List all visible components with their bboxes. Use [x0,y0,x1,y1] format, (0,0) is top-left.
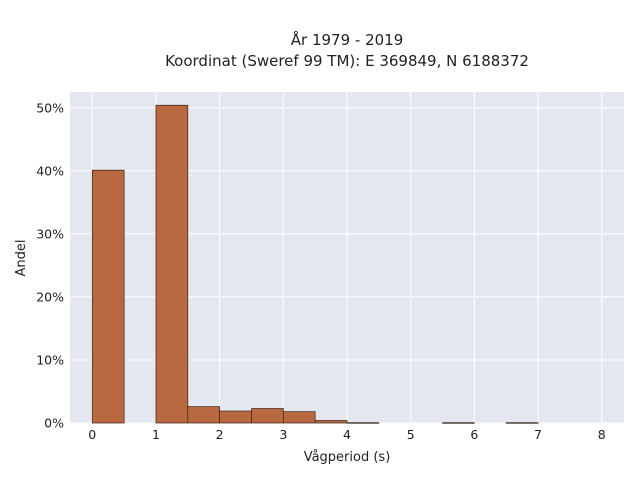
y-tick-label-1: 10% [36,352,64,367]
histogram-bar-4 [251,408,284,424]
x-tick-label-2: 2 [216,427,224,442]
histogram-bar-7 [346,422,380,424]
y-axis-label: Andel [14,240,29,277]
histogram-bar-0 [91,169,125,424]
y-tick-label-3: 30% [36,226,64,241]
bars [91,104,539,424]
y-tick-label-2: 20% [36,289,64,304]
chart-title-line1: År 1979 - 2019 [291,30,404,49]
x-tick-label-6: 6 [470,427,478,442]
chart-title-line2: Koordinat (Sweref 99 TM): E 369849, N 61… [165,52,529,70]
histogram-bar-2 [187,406,220,424]
histogram-bar-3 [219,410,252,424]
histogram-bar-1 [155,104,189,424]
x-tick-label-0: 0 [88,427,96,442]
y-tick-label-4: 40% [36,163,64,178]
x-tick-label-3: 3 [279,427,287,442]
x-tick-label-8: 8 [598,427,606,442]
y-tick-label-0: 0% [44,416,64,431]
histogram-bar-9 [505,422,539,424]
x-tick-label-1: 1 [152,427,160,442]
x-tick-label-4: 4 [343,427,351,442]
histogram-bar-8 [442,422,475,424]
histogram-bar-5 [282,411,316,424]
y-tick-label-5: 50% [36,100,64,115]
x-axis-ticks: 0 1 2 3 4 5 6 7 8 [88,427,605,442]
y-axis-ticks: 0% 10% 20% 30% 40% 50% [36,100,64,430]
histogram-bar-6 [314,420,348,424]
x-tick-label-5: 5 [407,427,415,442]
x-axis-label: Vågperiod (s) [304,450,391,465]
x-tick-label-7: 7 [534,427,542,442]
